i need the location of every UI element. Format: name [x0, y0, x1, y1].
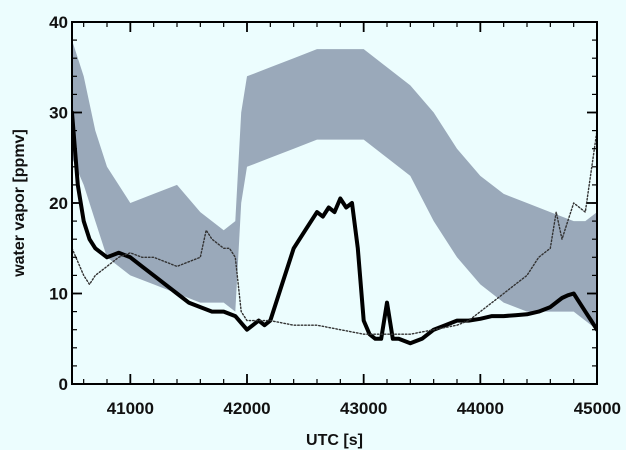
x-tick-label: 44000 — [457, 399, 504, 418]
thick-series-line — [72, 110, 597, 346]
series-layer — [72, 110, 597, 346]
x-tick-label: 42000 — [223, 399, 270, 418]
x-tick-label: 41000 — [107, 399, 154, 418]
y-tick-label: 40 — [49, 13, 68, 32]
uncertainty-band — [72, 40, 597, 330]
y-tick-label: 0 — [59, 375, 68, 394]
tick-layer: 41000 42000 43000 44000 45000 0 10 20 30 40 — [49, 13, 621, 418]
y-tick-label: 20 — [49, 194, 68, 213]
x-axis-label: UTC [s] — [306, 432, 363, 449]
band-layer — [72, 40, 597, 330]
dotted-series-line — [72, 129, 597, 335]
y-axis-label: water vapor [ppmv] — [11, 129, 28, 278]
y-tick-label: 30 — [49, 104, 68, 123]
y-tick-label: 10 — [49, 285, 68, 304]
x-tick-label: 43000 — [340, 399, 387, 418]
x-tick-label: 45000 — [574, 399, 621, 418]
